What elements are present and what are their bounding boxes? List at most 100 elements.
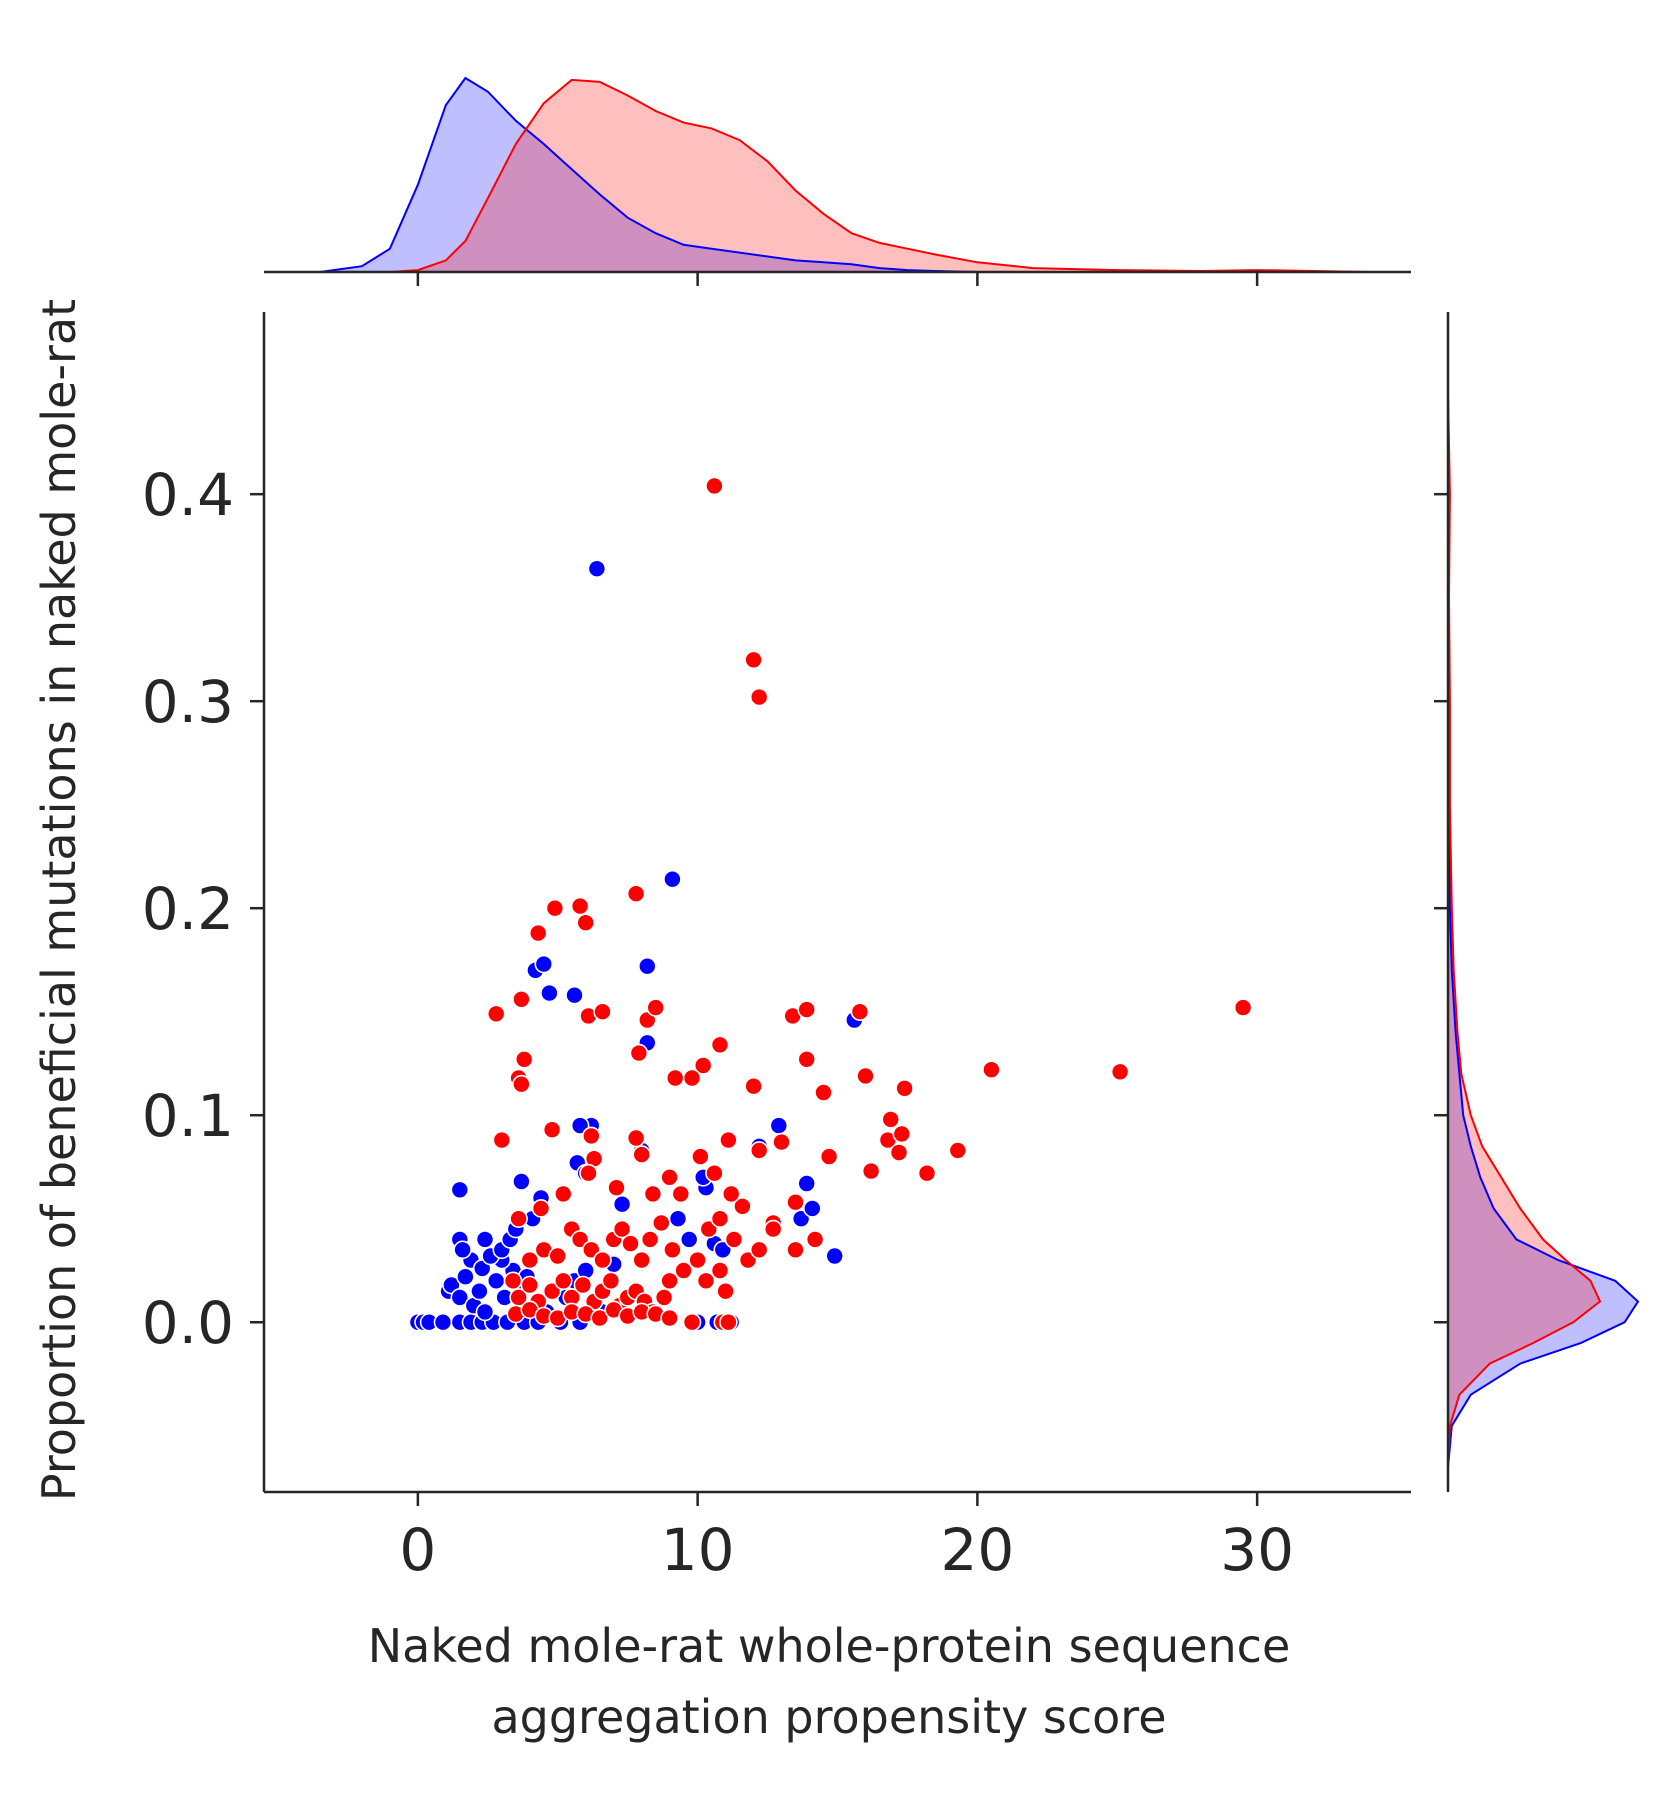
red-point-52 bbox=[786, 1192, 805, 1212]
red-point-104 bbox=[654, 1288, 674, 1307]
red-point-66 bbox=[548, 1246, 568, 1266]
red-point-72 bbox=[612, 1219, 632, 1239]
blue-point-25 bbox=[486, 1271, 506, 1291]
y-axis-title: Proportion of beneficial mutations in na… bbox=[32, 299, 86, 1501]
red-point-73 bbox=[621, 1234, 640, 1253]
y-tick-label-3: 0.3 bbox=[142, 668, 234, 736]
red-point-39 bbox=[660, 1168, 679, 1187]
red-point-25 bbox=[797, 1050, 817, 1069]
red-point-116 bbox=[590, 1308, 610, 1328]
blue-point-48 bbox=[512, 1172, 531, 1191]
red-point-40 bbox=[691, 1147, 710, 1166]
blue-point-21 bbox=[470, 1281, 489, 1301]
blue-point-54 bbox=[612, 1194, 632, 1214]
red-point-6 bbox=[545, 898, 565, 918]
red-point-20 bbox=[682, 1068, 702, 1088]
red-point-75 bbox=[640, 1230, 660, 1249]
red-point-50 bbox=[917, 1163, 937, 1183]
red-point-3 bbox=[570, 896, 590, 916]
red-point-35 bbox=[581, 1126, 601, 1146]
red-point-59 bbox=[607, 1178, 626, 1197]
red-point-62 bbox=[531, 1199, 551, 1218]
red-point-16 bbox=[512, 1074, 531, 1094]
red-point-82 bbox=[724, 1230, 744, 1249]
red-point-30 bbox=[982, 1060, 1001, 1079]
x-tick-label-1: 10 bbox=[661, 1516, 735, 1584]
blue-point-3 bbox=[433, 1312, 453, 1332]
y-tick-label-4: 0.4 bbox=[142, 461, 234, 529]
red-point-42 bbox=[749, 1141, 769, 1160]
red-point-1 bbox=[744, 650, 763, 670]
red-point-95 bbox=[573, 1275, 593, 1295]
red-point-76 bbox=[651, 1213, 671, 1233]
red-point-7 bbox=[528, 923, 548, 943]
y-tick-label-1: 0.1 bbox=[142, 1082, 234, 1150]
red-point-4 bbox=[576, 913, 596, 933]
x-tick-label-0: 0 bbox=[399, 1516, 436, 1584]
blue-point-62 bbox=[769, 1116, 789, 1135]
red-point-108 bbox=[710, 1261, 730, 1280]
red-point-86 bbox=[786, 1240, 805, 1260]
right-kde-red-fill bbox=[1448, 390, 1600, 1468]
axes: 0 10 20 30 0.0 0.1 0.2 0.3 0.4 bbox=[142, 312, 1411, 1584]
red-point-9 bbox=[512, 989, 531, 1009]
red-point-79 bbox=[688, 1250, 707, 1270]
red-point-57 bbox=[671, 1184, 691, 1204]
blue-point-71 bbox=[540, 983, 559, 1003]
red-point-19 bbox=[693, 1056, 713, 1075]
red-point-64 bbox=[520, 1250, 540, 1270]
red-point-87 bbox=[805, 1230, 825, 1249]
blue-point-75 bbox=[637, 956, 657, 976]
x-tick-label-2: 20 bbox=[940, 1516, 1014, 1584]
red-point-22 bbox=[744, 1076, 763, 1096]
blue-point-40 bbox=[453, 1240, 472, 1260]
red-point-55 bbox=[721, 1184, 741, 1204]
right-kde-red-line bbox=[1447, 390, 1602, 1468]
y-tick-label-0: 0.0 bbox=[142, 1289, 234, 1357]
red-point-31 bbox=[1110, 1062, 1130, 1082]
red-point-122 bbox=[682, 1312, 702, 1332]
top-marginal-kde bbox=[264, 76, 1411, 286]
x-tick-label-3: 30 bbox=[1220, 1516, 1294, 1584]
red-point-84 bbox=[749, 1240, 769, 1260]
red-point-93 bbox=[553, 1271, 573, 1291]
red-point-17 bbox=[514, 1050, 534, 1069]
blue-point-70 bbox=[534, 954, 554, 974]
red-point-105 bbox=[660, 1271, 679, 1291]
red-point-18 bbox=[710, 1035, 730, 1055]
scatter-points bbox=[408, 476, 1253, 1332]
red-point-109 bbox=[716, 1281, 735, 1301]
red-point-2 bbox=[749, 687, 769, 707]
red-point-61 bbox=[553, 1184, 573, 1204]
blue-point-56 bbox=[679, 1230, 699, 1249]
red-point-98 bbox=[601, 1271, 621, 1291]
red-point-63 bbox=[509, 1209, 528, 1228]
top-kde-blue-fill bbox=[320, 78, 1369, 272]
right-marginal-kde bbox=[1434, 312, 1640, 1492]
red-point-88 bbox=[503, 1271, 523, 1291]
red-point-74 bbox=[632, 1250, 652, 1270]
red-point-13 bbox=[646, 998, 666, 1017]
red-point-8 bbox=[486, 1004, 506, 1024]
red-point-54 bbox=[733, 1197, 752, 1216]
red-point-34 bbox=[542, 1120, 562, 1139]
red-point-124 bbox=[719, 1312, 738, 1332]
top-kde-red-line bbox=[320, 78, 1370, 273]
red-point-5 bbox=[626, 884, 646, 904]
y-tick-label-2: 0.2 bbox=[142, 875, 234, 943]
red-point-28 bbox=[856, 1066, 875, 1086]
red-point-85 bbox=[763, 1219, 783, 1239]
red-point-43 bbox=[772, 1132, 791, 1152]
red-point-70 bbox=[593, 1250, 612, 1270]
blue-point-72 bbox=[565, 985, 584, 1005]
red-point-56 bbox=[705, 1163, 724, 1183]
blue-point-74 bbox=[663, 869, 682, 889]
x-axis-title: Naked mole-rat whole-protein sequence ag… bbox=[368, 1619, 1291, 1744]
red-point-0 bbox=[705, 476, 724, 496]
right-kde-blue-fill bbox=[1448, 390, 1638, 1468]
x-axis-title-line-1: Naked mole-rat whole-protein sequence bbox=[368, 1619, 1291, 1673]
blue-point-73 bbox=[587, 559, 607, 579]
blue-point-66 bbox=[802, 1199, 822, 1218]
red-point-21 bbox=[665, 1068, 685, 1088]
